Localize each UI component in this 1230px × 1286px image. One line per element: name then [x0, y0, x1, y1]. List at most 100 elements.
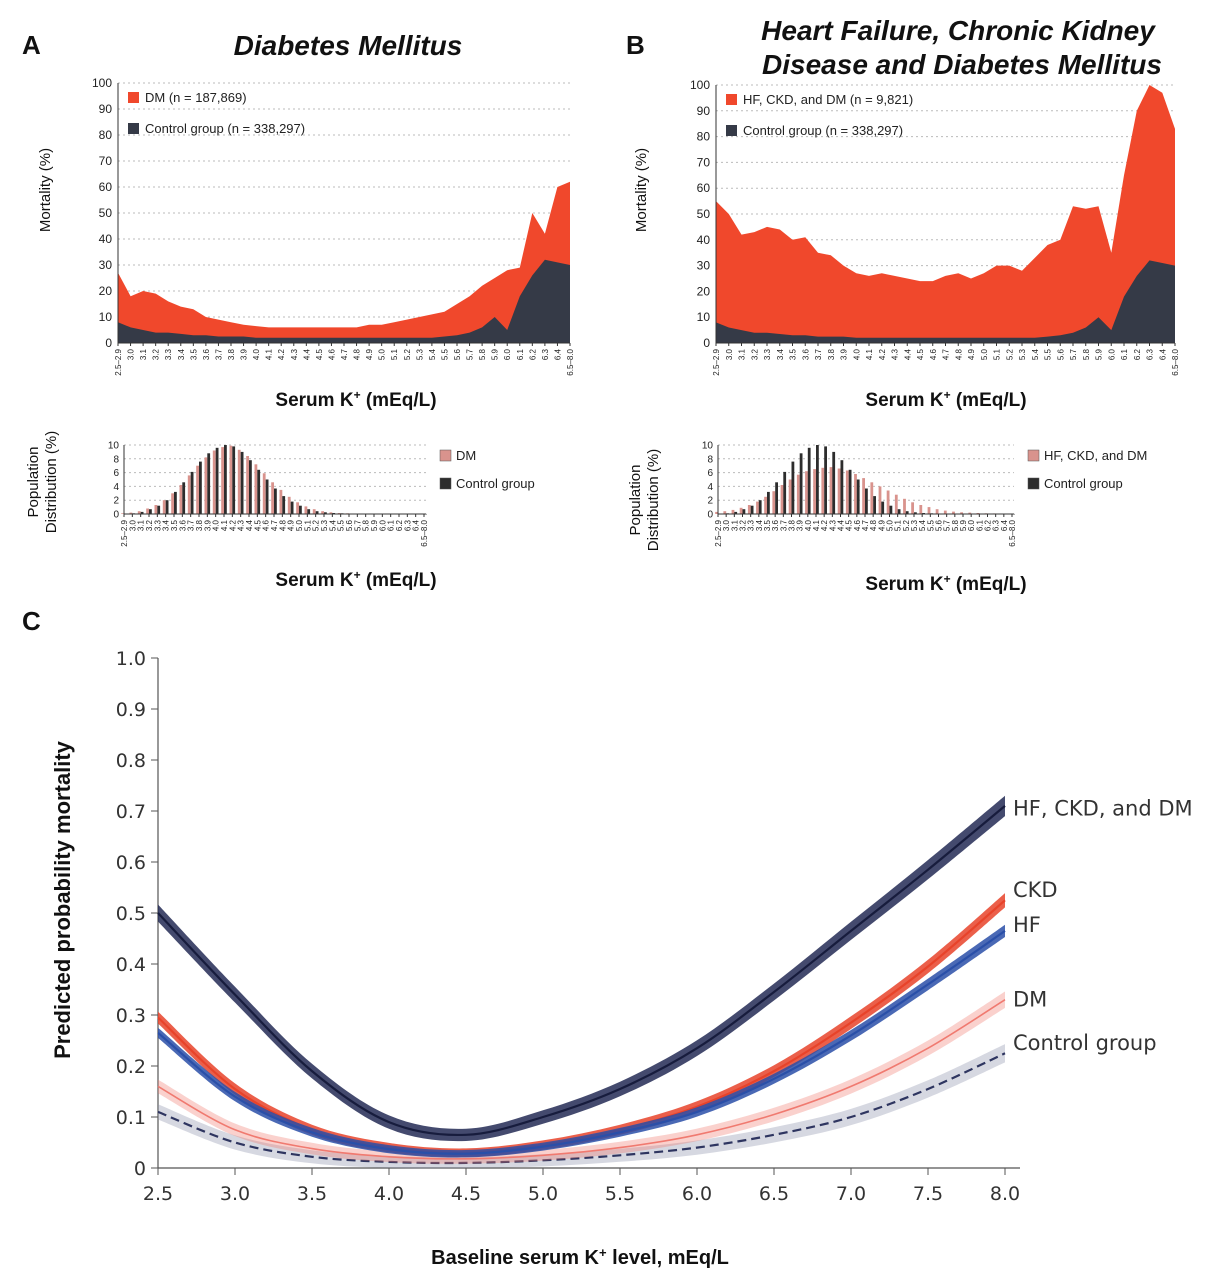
panel-b-title-line1: Heart Failure, Chronic Kidney [761, 15, 1156, 46]
c-band-hf [158, 924, 1005, 1158]
b-mortality-xtick-label: 3.8 [827, 348, 836, 360]
b-mortality-xtick-label: 4.8 [954, 348, 963, 360]
a-distribution-bar-control [240, 451, 244, 514]
b-distribution-xtick-label: 3.6 [771, 519, 780, 531]
b-distribution-bar-primary [837, 468, 841, 514]
b-mortality-xtick-label: 4.9 [967, 348, 976, 360]
b-mortality-xtick-label: 4.7 [942, 348, 951, 360]
b-distribution-xtick-label: 6.2 [984, 519, 993, 531]
b-distribution-bar-primary [845, 470, 849, 514]
a-distribution-bar-primary [129, 512, 133, 514]
b-distribution-bar-primary [780, 485, 784, 514]
a-mortality-legend-label: DM (n = 187,869) [145, 90, 247, 105]
a-distribution-xtick-label: 3.7 [187, 519, 196, 531]
b-distribution-bar-primary [862, 478, 865, 514]
c-xtick-label: 4.0 [374, 1183, 404, 1205]
b-mortality-xtick-label: 5.1 [993, 348, 1002, 360]
b-distribution-bar-control [767, 491, 770, 514]
b-distribution-xtick-label: 5.7 [943, 519, 952, 531]
b-distribution-bar-primary [870, 482, 874, 514]
a-distribution-xtick-label: 6.3 [403, 519, 412, 531]
a-distribution-bar-primary [246, 456, 249, 514]
b-distribution-xtick-label: 3.5 [763, 519, 772, 531]
b-mortality-xtick-label: 6.4 [1158, 348, 1167, 360]
b-distribution-bar-control [856, 479, 860, 514]
b-distribution-bar-control [816, 445, 819, 514]
b-mortality-xtick-label: 5.8 [1082, 348, 1091, 360]
b-mortality-ytick-label: 70 [697, 155, 711, 169]
b-distribution-xtick-label: 4.4 [837, 519, 846, 531]
panel-c-ylabel: Predicted probability mortality [50, 740, 75, 1059]
a-distribution-bar-primary [179, 485, 183, 514]
panel-c-xlabel: Baseline serum K+ level, mEq/L [431, 1245, 729, 1270]
b-mortality-xtick-label: 2.5–2.9 [712, 348, 721, 375]
b-distribution-bar-primary [935, 509, 939, 514]
a-mortality-xtick-label: 4.7 [340, 348, 349, 360]
b-distribution-bar-primary [731, 509, 735, 514]
a-distribution-bar-primary [229, 445, 233, 514]
c-end-label-hf-ckd-and-dm: HF, CKD, and DM [1013, 796, 1193, 820]
b-mortality-xtick-label: 3.4 [776, 348, 785, 360]
b-distribution-bar-primary [715, 511, 718, 514]
a-distribution-bar-control [324, 512, 327, 514]
b-mortality-xtick-label: 4.5 [916, 348, 925, 360]
a-mortality-xtick-label: 5.1 [390, 348, 399, 360]
b-distribution-bar-control [873, 496, 876, 514]
a-mortality-ytick-label: 0 [105, 336, 112, 350]
a-distribution-bar-primary [204, 457, 208, 514]
a-distribution-bar-control [215, 447, 219, 514]
b-mortality-xtick-label: 6.5–8.0 [1171, 348, 1180, 375]
c-xtick-label: 5.5 [605, 1183, 635, 1205]
a-distribution-bar-control [157, 505, 161, 514]
a-mortality-xtick-label: 4.8 [353, 348, 362, 360]
a-mortality-xtick-label: 6.0 [503, 348, 512, 360]
a-distribution-bar-control [174, 491, 177, 514]
b-distribution-bar-primary [829, 467, 833, 514]
a-distribution-xtick-label: 5.4 [328, 519, 337, 531]
panel-letter-a: A [22, 30, 41, 60]
b-distribution-legend-swatch [1027, 477, 1040, 490]
a-distribution-bar-primary [237, 449, 241, 514]
a-mortality-xtick-label: 5.5 [440, 348, 449, 360]
b-mortality-ytick-label: 30 [697, 259, 711, 273]
b-mortality-ytick-label: 40 [697, 233, 711, 247]
b-distribution-xtick-label: 2.5–2.9 [714, 519, 723, 546]
b-mortality-xtick-label: 5.7 [1069, 348, 1078, 360]
a-mortality-ytick-label: 30 [99, 258, 113, 272]
b-distribution-bar-primary [927, 507, 931, 514]
b-distribution-bar-primary [821, 467, 825, 514]
b-distribution-bar-control [750, 505, 754, 514]
b-distribution-bar-primary [960, 512, 963, 514]
b-distribution-xtick-label: 4.2 [820, 519, 829, 531]
a-distribution-xtick-label: 3.6 [178, 519, 187, 531]
b-distribution-xtick-label: 3.4 [755, 519, 764, 531]
b-mortality-xtick-label: 4.1 [865, 348, 874, 360]
panel-b-mortality-xlabel: Serum K+ (mEq/L) [865, 388, 1026, 411]
c-xtick-label: 6.5 [759, 1183, 789, 1205]
b-mortality-xtick-label: 5.6 [1056, 348, 1065, 360]
b-distribution-xtick-label: 3.1 [730, 519, 739, 531]
b-distribution-ytick-label: 6 [707, 468, 713, 479]
a-mortality-ytick-label: 80 [99, 128, 113, 142]
a-distribution-xtick-label: 4.4 [245, 519, 254, 531]
a-mortality-xtick-label: 6.1 [516, 348, 525, 360]
b-distribution-xtick-label: 3.0 [722, 519, 731, 531]
b-distribution-bar-control [824, 446, 827, 514]
a-mortality-ytick-label: 50 [99, 206, 113, 220]
a-mortality-xtick-label: 5.3 [415, 348, 424, 360]
c-band-control-group [158, 1044, 1005, 1169]
a-distribution-xtick-label: 5.6 [345, 519, 354, 531]
panel-a-mortality-xlabel: Serum K+ (mEq/L) [275, 388, 436, 411]
panel-letter-b: B [626, 30, 645, 60]
a-distribution-bar-primary [154, 505, 158, 514]
c-band-hf-ckd-and-dm [158, 795, 1005, 1142]
b-mortality-xtick-label: 3.0 [725, 348, 734, 360]
b-distribution-bar-control [905, 511, 909, 514]
b-mortality-xtick-label: 3.9 [840, 348, 849, 360]
c-xtick-label: 7.5 [913, 1183, 943, 1205]
b-mortality-legend-label: Control group (n = 338,297) [743, 123, 903, 138]
a-distribution-xtick-label: 4.1 [220, 519, 229, 531]
c-line-hf-ckd-and-dm [157, 805, 1006, 1137]
b-distribution-bar-control [889, 505, 893, 514]
